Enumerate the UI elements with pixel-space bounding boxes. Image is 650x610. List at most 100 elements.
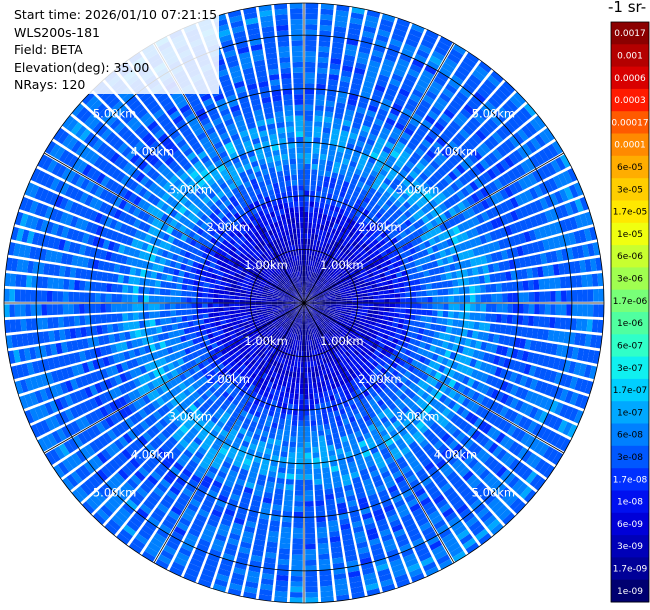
data-cell xyxy=(525,471,538,484)
data-cell xyxy=(426,246,434,255)
data-cell xyxy=(349,132,358,140)
data-cell xyxy=(373,295,379,299)
data-cell xyxy=(305,88,315,95)
data-cell xyxy=(338,274,345,280)
data-cell xyxy=(323,423,331,430)
data-cell xyxy=(548,415,558,429)
data-cell xyxy=(440,325,447,333)
data-cell xyxy=(514,399,524,412)
data-cell xyxy=(505,395,514,407)
data-cell xyxy=(305,8,318,14)
data-cell xyxy=(426,149,436,160)
data-cell xyxy=(304,169,311,175)
data-cell xyxy=(443,376,452,386)
data-cell xyxy=(470,227,479,237)
data-cell xyxy=(323,260,328,266)
data-cell xyxy=(473,276,480,285)
data-cell xyxy=(478,61,492,74)
data-cell xyxy=(111,313,118,323)
data-cell xyxy=(338,285,344,290)
data-cell xyxy=(275,434,283,441)
data-cell xyxy=(509,197,519,209)
data-cell xyxy=(494,191,504,203)
data-cell xyxy=(370,353,378,360)
data-cell xyxy=(325,100,335,108)
data-cell xyxy=(286,381,292,388)
data-cell xyxy=(395,303,401,308)
data-cell xyxy=(429,398,438,407)
data-cell xyxy=(385,275,392,281)
data-cell xyxy=(367,156,377,165)
data-cell xyxy=(325,434,333,441)
data-cell xyxy=(538,316,545,328)
data-cell xyxy=(402,178,411,188)
data-cell xyxy=(370,208,378,216)
data-cell xyxy=(488,413,499,425)
data-cell xyxy=(443,264,451,273)
data-cell xyxy=(517,447,528,460)
data-cell xyxy=(320,285,325,290)
data-cell xyxy=(373,203,382,212)
data-cell xyxy=(275,483,285,490)
data-cell xyxy=(462,124,474,136)
data-cell xyxy=(395,364,403,372)
data-cell xyxy=(316,313,321,318)
data-cell xyxy=(300,367,304,373)
data-cell xyxy=(395,63,408,73)
data-cell xyxy=(314,478,323,485)
data-cell xyxy=(331,228,337,235)
data-cell xyxy=(340,130,349,138)
data-cell xyxy=(511,281,518,292)
data-cell xyxy=(531,267,539,278)
data-cell xyxy=(216,325,223,331)
data-cell xyxy=(404,263,411,270)
data-cell xyxy=(304,185,310,191)
data-cell xyxy=(495,162,506,174)
data-cell xyxy=(312,308,318,313)
data-cell xyxy=(466,377,475,388)
data-cell xyxy=(574,377,584,392)
data-cell xyxy=(324,282,330,288)
data-cell xyxy=(339,208,345,215)
data-cell xyxy=(519,192,529,204)
data-cell xyxy=(305,506,314,512)
data-cell xyxy=(327,155,335,162)
data-cell xyxy=(420,233,428,242)
data-cell xyxy=(339,314,345,319)
data-cell xyxy=(495,378,504,390)
data-cell xyxy=(538,461,551,476)
data-cell xyxy=(314,110,324,117)
data-cell xyxy=(327,226,333,233)
data-cell xyxy=(332,274,338,280)
data-cell xyxy=(479,158,490,170)
data-cell xyxy=(357,246,364,253)
data-cell xyxy=(312,309,317,314)
data-cell xyxy=(421,391,430,401)
data-cell xyxy=(289,597,303,603)
data-cell xyxy=(475,65,489,78)
data-cell xyxy=(539,381,549,394)
data-cell xyxy=(533,366,542,378)
data-cell xyxy=(539,212,549,225)
data-cell xyxy=(544,291,551,302)
data-cell xyxy=(554,221,563,234)
data-cell xyxy=(452,279,459,287)
data-cell xyxy=(398,239,406,247)
data-cell xyxy=(315,99,325,106)
data-cell xyxy=(122,313,129,322)
data-cell xyxy=(462,277,470,286)
data-cell xyxy=(444,57,458,69)
data-cell xyxy=(309,266,312,272)
data-cell xyxy=(412,376,421,385)
data-cell xyxy=(320,303,326,306)
data-cell xyxy=(482,264,490,274)
data-cell xyxy=(334,206,340,213)
data-cell xyxy=(377,108,389,117)
data-cell xyxy=(331,128,340,136)
data-cell xyxy=(404,250,412,257)
data-cell xyxy=(471,165,482,177)
data-cell xyxy=(431,317,438,324)
data-cell xyxy=(528,304,535,314)
data-cell xyxy=(314,305,320,308)
